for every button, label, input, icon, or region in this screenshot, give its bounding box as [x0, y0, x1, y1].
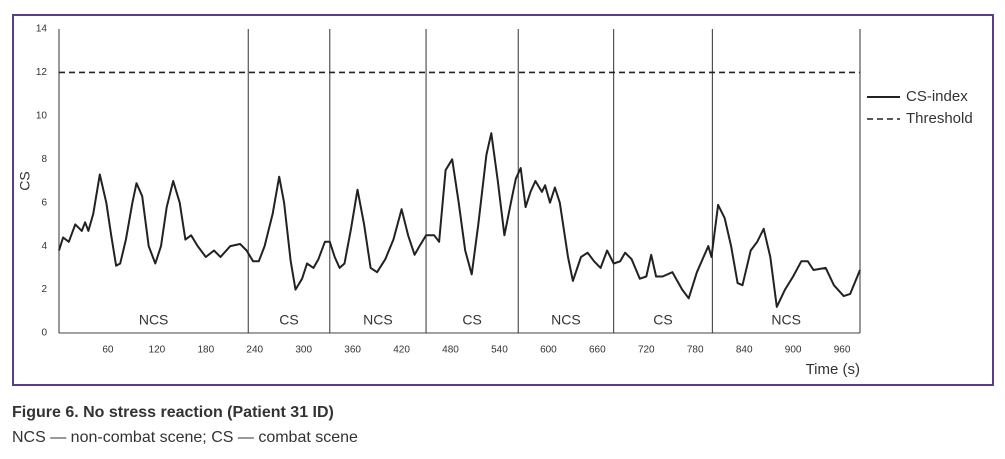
x-tick-label: 300: [295, 345, 312, 356]
x-tick-label: 840: [736, 345, 753, 356]
x-tick-label: 180: [197, 345, 214, 356]
x-tick-label: 360: [344, 345, 361, 356]
x-tick-label: 120: [149, 345, 166, 356]
caption-title: Figure 6. No stress reaction (Patient 31…: [12, 404, 334, 421]
segment-label: NCS: [139, 312, 169, 328]
segment-label: NCS: [551, 312, 581, 328]
segment-label: CS: [653, 312, 672, 328]
x-tick-label: 420: [393, 345, 410, 356]
y-tick-label: 14: [36, 24, 48, 35]
y-tick-label: 4: [41, 241, 47, 252]
y-tick-label: 8: [41, 154, 47, 165]
segment-label: NCS: [363, 312, 393, 328]
x-tick-label: 600: [540, 345, 557, 356]
x-tick-label: 660: [589, 345, 606, 356]
y-tick-label: 0: [41, 328, 47, 339]
segment-label: CS: [279, 312, 298, 328]
x-tick-label: 240: [246, 345, 263, 356]
legend-label: CS-index: [906, 88, 968, 105]
series-line: [58, 132, 861, 308]
y-tick-label: 6: [41, 197, 47, 208]
x-tick-label: 60: [102, 345, 114, 356]
y-axis-label: CS: [17, 171, 33, 190]
frame: [12, 14, 994, 386]
y-tick-label: 12: [36, 67, 48, 78]
segment-label: CS: [462, 312, 481, 328]
x-tick-label: 720: [638, 345, 655, 356]
x-axis-label: Time (s): [806, 361, 860, 378]
x-tick-label: 480: [442, 345, 459, 356]
x-tick-label: 960: [834, 345, 851, 356]
x-tick-label: 540: [491, 345, 508, 356]
y-tick-label: 2: [41, 284, 47, 295]
x-tick-label: 900: [785, 345, 802, 356]
y-tick-label: 10: [36, 110, 48, 121]
legend-label: Threshold: [906, 110, 973, 127]
caption-subtitle: NCS — non-combat scene; CS — combat scen…: [12, 429, 358, 446]
segment-label: NCS: [771, 312, 801, 328]
x-tick-label: 780: [687, 345, 704, 356]
